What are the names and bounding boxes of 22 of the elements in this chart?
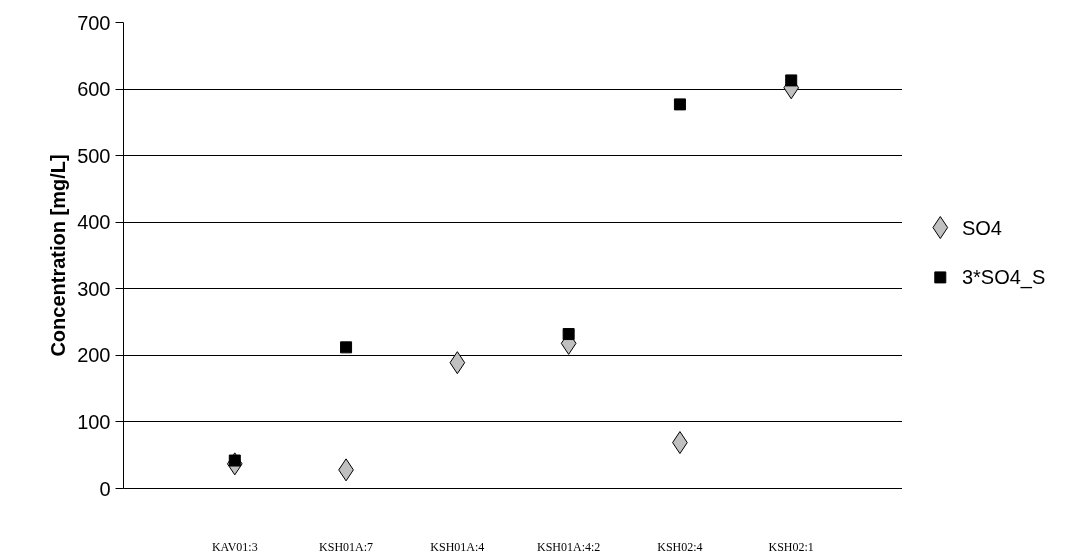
- y-tick-label: 700: [77, 11, 111, 34]
- y-tick-label: 600: [77, 78, 111, 101]
- y-axis-title: Concentration [mg/L]: [47, 154, 70, 357]
- x-tick-label: KSH01A:4:2: [536, 539, 601, 554]
- y-tick-label: 100: [77, 410, 111, 433]
- y-tick-label: 0: [99, 477, 111, 500]
- point: [562, 328, 575, 341]
- y-tick-label: 400: [77, 211, 111, 234]
- x-tick-label: KSH02:4: [657, 539, 703, 554]
- point: [449, 351, 466, 375]
- legend-label: 3*SO4_S: [961, 266, 1046, 290]
- x-tick-label: KAV01:3: [211, 539, 258, 554]
- x-tick-label: KSH01A:7: [319, 539, 374, 554]
- y-tick-label: 500: [77, 144, 111, 167]
- x-tick-label: KSH02:1: [768, 539, 814, 554]
- legend-label: SO4: [961, 216, 1002, 239]
- y-tick-label: 200: [77, 344, 111, 367]
- point: [340, 341, 353, 354]
- x-tick-label: KSH01A:4: [430, 539, 485, 554]
- point: [785, 74, 798, 87]
- y-tick-label: 300: [77, 277, 111, 300]
- point: [673, 98, 686, 111]
